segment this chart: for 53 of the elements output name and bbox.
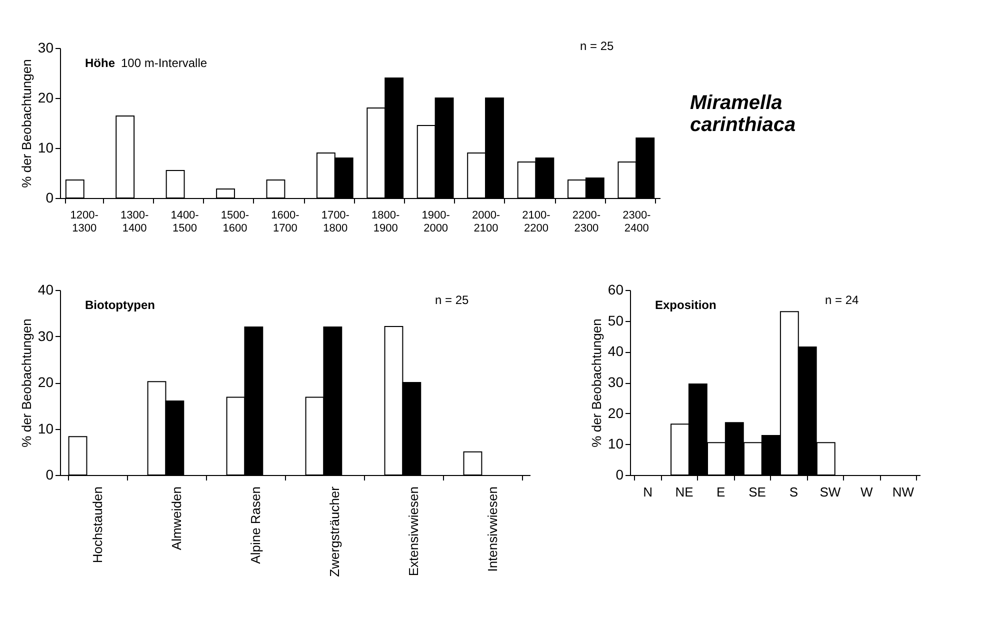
x-tick-label: Intensivwiesen bbox=[484, 486, 500, 572]
x-tick-label: E bbox=[716, 484, 726, 500]
y-tick-label: 0 bbox=[46, 466, 54, 482]
y-tick-label: 30 bbox=[608, 374, 624, 390]
x-tick-label: Almweiden bbox=[169, 486, 184, 550]
y-tick-label: 40 bbox=[608, 343, 624, 360]
x-tick-label: 1200-1300 bbox=[70, 210, 99, 234]
text: Biotoptypen bbox=[85, 298, 155, 312]
y-axis-title: % der Beobachtungen bbox=[588, 318, 604, 448]
y-tick-label: 20 bbox=[38, 90, 54, 106]
y-tick-label: 10 bbox=[608, 436, 624, 452]
y-tick-label: 0 bbox=[46, 190, 54, 206]
x-tick-label: NW bbox=[892, 484, 915, 500]
x-tick-label: SE bbox=[748, 484, 766, 500]
x-tick-label: N bbox=[643, 484, 653, 500]
y-tick-label: 20 bbox=[608, 404, 624, 421]
annotation: n = 25 bbox=[580, 39, 614, 53]
y-tick-label: 60 bbox=[608, 282, 624, 298]
y-axis-title: % der Beobachtungen bbox=[18, 59, 34, 188]
x-tick-label: NE bbox=[675, 484, 694, 500]
x-tick-label: 2300-2400 bbox=[622, 210, 652, 234]
x-tick-label: 1700-1800 bbox=[321, 210, 350, 234]
x-tick-label: 1900-2000 bbox=[422, 210, 450, 234]
x-tick-label: 1300-1400 bbox=[120, 210, 149, 234]
x-tick-label: W bbox=[860, 484, 874, 500]
y-tick-label: 0 bbox=[616, 466, 624, 482]
y-axis-title: % der Beobachtungen bbox=[18, 318, 34, 448]
y-tick-label: 20 bbox=[38, 374, 54, 390]
x-tick-label: SW bbox=[820, 484, 842, 500]
y-tick-label: 10 bbox=[38, 140, 54, 156]
x-tick-label: 1600-1700 bbox=[271, 210, 300, 234]
x-tick-label: Alpine Rasen bbox=[248, 486, 264, 564]
x-tick-label: 2000-2100 bbox=[472, 210, 500, 234]
annotation: 100 m-Intervalle bbox=[121, 56, 208, 70]
x-tick-label: Zwergsträucher bbox=[326, 486, 342, 577]
x-tick-label: 1500-1600 bbox=[220, 210, 250, 234]
annotation: n = 25 bbox=[435, 293, 470, 307]
text: Höhe bbox=[85, 56, 116, 70]
y-tick-label: 10 bbox=[38, 420, 54, 436]
x-tick-label: 2200-2300 bbox=[572, 210, 601, 234]
x-tick-label: 1800-1900 bbox=[372, 210, 400, 234]
text: Miramella carinthiaca bbox=[690, 92, 796, 136]
x-tick-label: Extensivwiesen bbox=[406, 486, 421, 576]
y-tick-label: 30 bbox=[38, 40, 54, 56]
annotation: n = 24 bbox=[825, 293, 860, 307]
y-tick-label: 40 bbox=[38, 282, 54, 298]
text: Exposition bbox=[655, 298, 716, 312]
x-tick-label: 2100-2200 bbox=[522, 210, 551, 234]
x-tick-label: Hochstauden bbox=[90, 486, 106, 564]
y-tick-label: 30 bbox=[38, 328, 54, 344]
x-tick-label: S bbox=[789, 484, 798, 500]
x-tick-label: 1400-1500 bbox=[170, 210, 200, 234]
y-tick-label: 50 bbox=[608, 312, 624, 328]
